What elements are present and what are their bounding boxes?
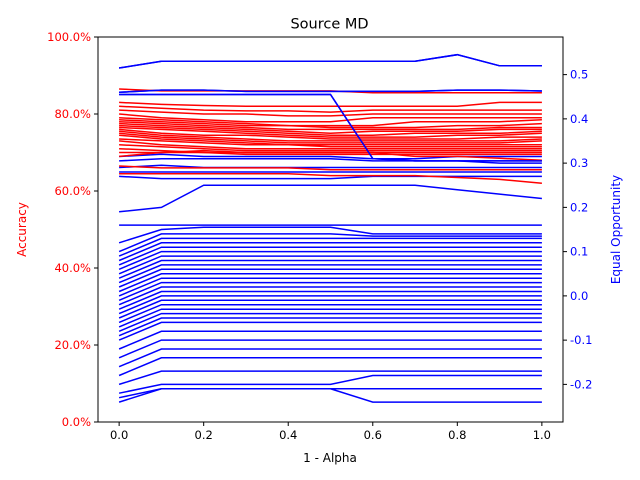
equal-opportunity-line-top-3: [119, 93, 542, 162]
x-axis-label: 1 - Alpha: [303, 451, 357, 465]
accuracy-line-9: [119, 122, 542, 135]
y-right-tick-label: 0.1: [570, 245, 588, 259]
accuracy-line-7: [119, 119, 542, 129]
equal-opportunity-line-27: [118, 299, 542, 319]
equal-opportunity-line-38: [118, 374, 542, 394]
accuracy-line-6: [119, 117, 542, 127]
accuracy-line-4: [119, 109, 542, 117]
equal-opportunity-line-39: [118, 388, 542, 403]
y-right-tick-label: 0.4: [570, 112, 588, 126]
equal-opportunity-line-12: [118, 233, 542, 253]
equal-opportunity-line-22: [118, 277, 542, 297]
equal-opportunity-line-top-1: [118, 53, 542, 69]
accuracy-line-11: [119, 126, 542, 138]
y-axis-left: 0.0% 20.0% 40.0% 60.0% 80.0% 100.0%: [47, 30, 98, 429]
accuracy-line-22: [119, 165, 542, 171]
equal-opportunity-line-26: [118, 295, 542, 315]
y-axis-right-label: Equal Opportunity: [609, 175, 623, 284]
y-left-tick-label: 80.0%: [54, 107, 91, 121]
y-left-tick-label: 20.0%: [54, 338, 91, 352]
y-right-tick-label: 0.2: [570, 200, 588, 214]
accuracy-line-21: [119, 149, 542, 161]
equal-opportunity-line-21: [118, 273, 542, 293]
accuracy-line-15: [119, 134, 542, 146]
equal-opportunity-line-17: [118, 255, 542, 275]
accuracy-line-23: [119, 172, 542, 185]
accuracy-line-20: [119, 151, 542, 156]
equal-opportunity-line-13: [118, 237, 542, 257]
accuracy-line-16: [119, 138, 542, 148]
equal-opportunity-line-30: [118, 312, 542, 332]
equal-opportunity-line-23: [118, 281, 542, 301]
equal-opportunity-line-36: [118, 357, 542, 377]
equal-opportunity-line-24: [118, 286, 542, 306]
plot-frame: [97, 36, 564, 423]
x-tick-label: 1.0: [533, 428, 551, 442]
equal-opportunity-line-11: [118, 226, 542, 244]
equal-opportunity-line-19: [118, 264, 542, 284]
equal-opportunity-line-40: [118, 388, 542, 403]
accuracy-line-5: [119, 113, 542, 123]
accuracy-line-17: [119, 140, 542, 150]
series-layer: [118, 53, 542, 403]
equal-opportunity-line-16: [118, 250, 542, 270]
equal-opportunity-line-28: [118, 303, 542, 324]
y-left-tick-label: 0.0%: [62, 415, 91, 429]
y-right-tick-label: 0.3: [570, 156, 588, 170]
equal-opportunity-line-9: [119, 184, 542, 213]
accuracy-line-13: [119, 130, 542, 142]
equal-opportunity-line-37: [118, 370, 542, 386]
y-right-tick-label: -0.2: [570, 377, 592, 391]
equal-opportunity-line-25: [118, 290, 542, 310]
equal-opportunity-line-32: [118, 321, 542, 341]
equal-opportunity-line-31: [118, 317, 542, 337]
equal-opportunity-line-top-2: [119, 89, 542, 94]
y-left-tick-label: 60.0%: [54, 184, 91, 198]
x-tick-label: 0.0: [110, 428, 128, 442]
accuracy-line-10: [119, 124, 542, 136]
accuracy-line-3: [119, 105, 542, 113]
equal-opportunity-line-8: [119, 175, 542, 180]
y-axis-right: -0.2 -0.1 0.0 0.1 0.2 0.3 0.4 0.5: [563, 68, 592, 391]
equal-opportunity-line-14: [118, 242, 542, 262]
equal-opportunity-line-34: [118, 339, 542, 359]
accuracy-line-12: [119, 128, 542, 140]
chart-title: Source MD: [290, 17, 368, 33]
equal-opportunity-line-6: [119, 164, 542, 169]
accuracy-line-14: [119, 132, 542, 144]
equal-opportunity-line-35: [118, 348, 542, 368]
equal-opportunity-line-20: [118, 268, 542, 288]
equal-opportunity-line-18: [118, 259, 542, 279]
equal-opportunity-line-33: [118, 330, 542, 350]
x-tick-label: 0.4: [279, 428, 297, 442]
x-axis: 0.0 0.2 0.4 0.6 0.8 1.0: [110, 422, 551, 442]
equal-opportunity-line-29: [118, 308, 542, 328]
y-axis-left-label: Accuracy: [15, 202, 29, 257]
y-left-tick-label: 100.0%: [47, 30, 91, 44]
x-tick-label: 0.8: [448, 428, 466, 442]
equal-opportunity-line-15: [118, 246, 542, 266]
y-left-tick-label: 40.0%: [54, 261, 91, 275]
y-right-tick-label: -0.1: [570, 333, 592, 347]
accuracy-line-18: [119, 144, 542, 152]
x-tick-label: 0.6: [364, 428, 382, 442]
x-tick-label: 0.2: [195, 428, 213, 442]
accuracy-line-8: [119, 120, 542, 131]
y-right-tick-label: 0.5: [570, 68, 588, 82]
accuracy-line-2: [119, 101, 542, 108]
y-right-tick-label: 0.0: [570, 289, 588, 303]
